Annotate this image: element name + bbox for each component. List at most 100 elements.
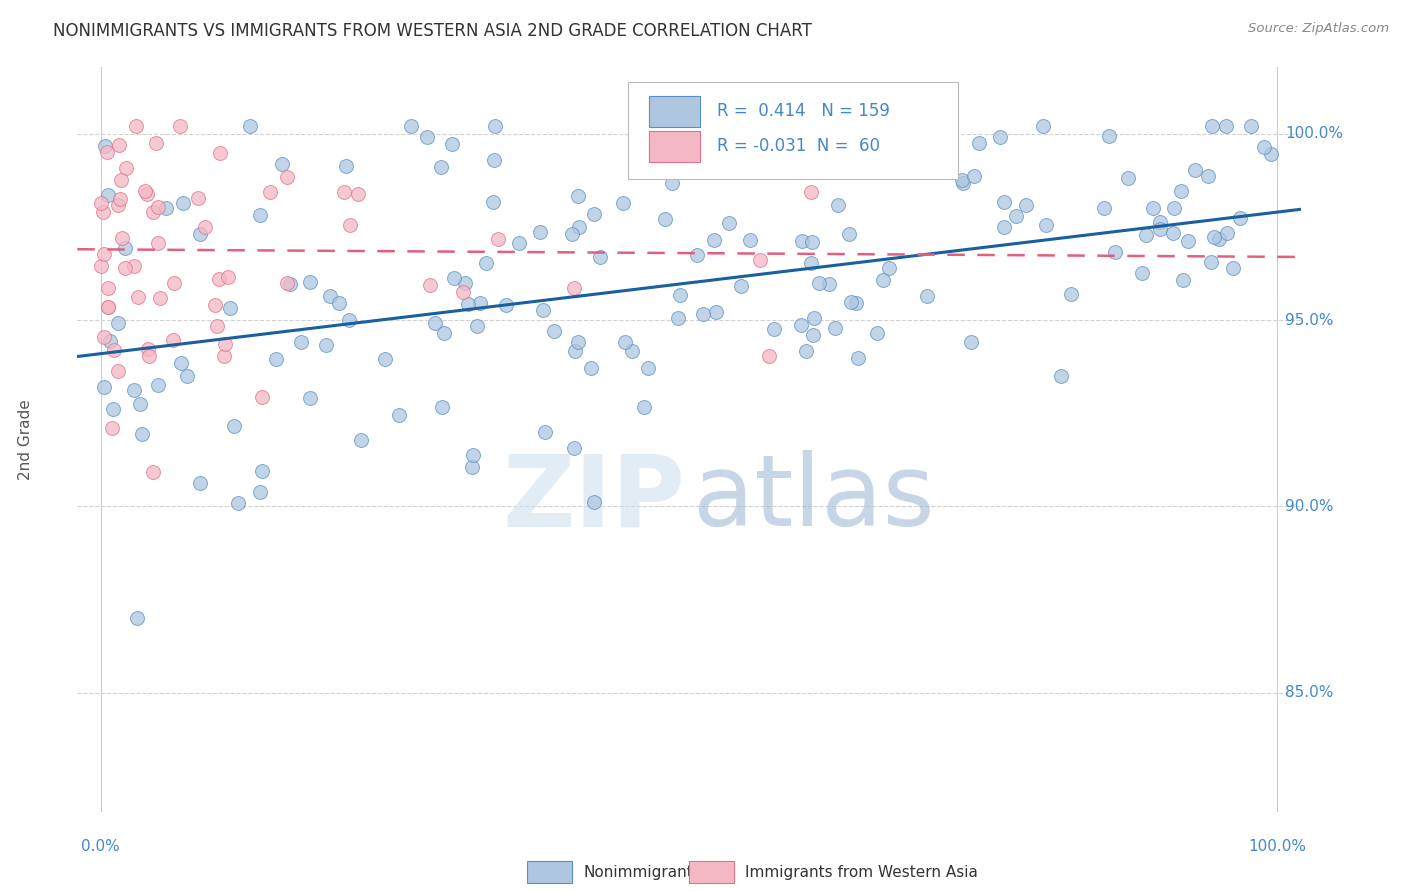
Point [484,120,506,134]
Point [266,352,288,367]
Point [127,290,149,304]
Point [1135,227,1157,242]
Point [814,134,837,148]
Point [252,390,274,404]
Point [993,219,1015,234]
FancyBboxPatch shape [648,131,700,162]
Point [475,256,498,270]
Point [162,333,184,347]
Point [508,235,530,250]
Point [879,129,901,144]
Point [163,277,186,291]
Point [671,137,693,152]
Point [423,316,446,330]
Point [1177,234,1199,248]
Point [271,156,294,170]
Point [131,427,153,442]
Point [1161,226,1184,240]
Point [169,120,191,134]
Point [146,235,169,250]
Point [207,318,229,333]
Text: Source: ZipAtlas.com: Source: ZipAtlas.com [1249,22,1389,36]
Point [125,120,148,134]
Point [561,227,583,241]
Point [800,185,823,199]
Point [1163,201,1185,215]
Point [107,364,129,378]
Point [872,273,894,287]
Point [1049,369,1071,384]
Point [612,196,634,211]
Point [187,191,209,205]
Point [967,136,990,150]
Point [97,300,120,314]
Point [567,189,589,203]
Point [633,400,655,414]
Point [190,475,212,490]
Point [193,220,215,235]
Point [685,248,707,262]
Point [852,120,875,134]
Point [276,169,298,184]
Point [252,464,274,478]
Point [169,356,191,370]
Point [399,120,422,134]
Point [644,160,666,174]
Point [146,378,169,392]
Point [127,611,149,625]
Point [249,484,271,499]
Point [666,310,689,325]
Point [1229,211,1251,226]
Point [661,177,683,191]
Point [204,298,226,312]
Point [1222,261,1244,276]
Point [176,368,198,383]
Point [433,326,456,340]
Text: Nonimmigrants: Nonimmigrants [583,865,702,880]
Point [146,200,169,214]
Point [1201,254,1223,268]
Point [290,335,312,350]
FancyBboxPatch shape [648,96,700,128]
Point [1149,215,1171,229]
Point [101,402,124,417]
Point [758,350,780,364]
Point [839,294,862,309]
Point [827,198,849,212]
Point [93,380,115,394]
Text: 0.0%: 0.0% [82,839,121,855]
Point [1253,140,1275,154]
Point [214,336,236,351]
Point [110,173,132,187]
Point [1216,226,1239,240]
Point [1032,120,1054,134]
Point [114,161,136,176]
Point [93,138,115,153]
Point [960,334,983,349]
Point [107,138,129,153]
Point [763,322,786,336]
Point [1060,287,1083,301]
Point [952,173,974,187]
Point [1118,171,1140,186]
Point [846,120,869,134]
Point [568,220,591,235]
Point [276,276,298,290]
Point [465,318,488,333]
Point [917,289,939,303]
Point [564,344,586,359]
Point [988,129,1011,144]
Point [298,391,321,405]
Point [1240,120,1263,134]
Point [952,176,974,190]
Text: ZIP: ZIP [502,450,685,548]
Point [97,187,120,202]
Point [620,344,643,359]
Point [717,216,740,230]
Point [824,321,846,335]
Point [703,233,725,247]
Point [457,297,479,311]
Point [135,187,157,202]
Point [298,275,321,289]
Point [454,276,477,290]
